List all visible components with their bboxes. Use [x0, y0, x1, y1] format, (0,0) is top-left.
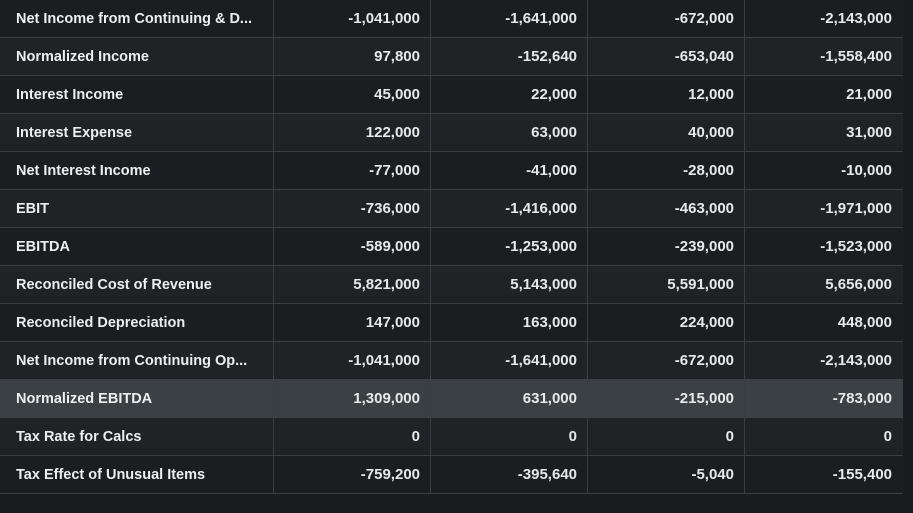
table-cell-value: 147,000 [274, 304, 431, 341]
table-row[interactable]: Interest Income 45,000 22,000 12,000 21,000 [0, 76, 903, 114]
table-cell-value: 163,000 [431, 304, 588, 341]
table-cell-value: -736,000 [274, 190, 431, 227]
table-cell-value: -2,143,000 [820, 10, 892, 27]
table-row[interactable]: Net Income from Continuing Op... -1,041,0… [0, 342, 903, 380]
table-row[interactable]: Tax Effect of Unusual Items -759,200 -395,… [0, 456, 903, 494]
table-cell-value: -672,000 [588, 0, 745, 37]
table-bottom-gap [0, 496, 903, 513]
table-row[interactable]: Interest Expense 122,000 63,000 40,000 31,00… [0, 114, 903, 152]
table-cell-value: -463,000 [588, 190, 745, 227]
table-cell-value: -589,000 [274, 228, 431, 265]
row-label: Tax Rate for Calcs [0, 418, 274, 455]
table-cell-value: -759,200 [274, 456, 431, 493]
table-cell-value: 21,000 [846, 86, 892, 103]
table-cell-value: -239,000 [588, 228, 745, 265]
table-cell-value: 448,000 [837, 314, 892, 331]
table-cell-value: -653,040 [588, 38, 745, 75]
table-cell-value: -1,041,000 [274, 0, 431, 37]
table-cell-value: -28,000 [588, 152, 745, 189]
table-cell-value: 5,821,000 [274, 266, 431, 303]
table-cell-value: -1,558,400 [820, 48, 892, 65]
table-row[interactable]: Net Interest Income -77,000 -41,000 -28,000… [0, 152, 903, 190]
row-label: Net Income from Continuing Op... [0, 342, 274, 379]
row-label: EBITDA [0, 228, 274, 265]
table-cell-value: -5,040 [588, 456, 745, 493]
table-cell-value: 0 [883, 428, 892, 445]
table-row[interactable]: EBITDA -589,000 -1,253,000 -239,000 -1,523,0… [0, 228, 903, 266]
table-cell-value: 5,143,000 [431, 266, 588, 303]
table-cell-value: 45,000 [274, 76, 431, 113]
table-cell-value: 97,800 [274, 38, 431, 75]
table-cell-value: -672,000 [588, 342, 745, 379]
row-label: Net Income from Continuing & D... [0, 0, 274, 37]
table-cell-value: -155,400 [832, 466, 892, 483]
row-label: Tax Effect of Unusual Items [0, 456, 274, 493]
row-label: Normalized Income [0, 38, 274, 75]
table-cell-value: 224,000 [588, 304, 745, 341]
table-cell-value: -2,143,000 [820, 352, 892, 369]
table-cell-value: -41,000 [431, 152, 588, 189]
table-cell-value: 22,000 [431, 76, 588, 113]
table-cell-value: -783,000 [832, 390, 892, 407]
table-row[interactable]: EBIT -736,000 -1,416,000 -463,000 -1,971,000 [0, 190, 903, 228]
row-label: EBIT [0, 190, 274, 227]
table-row[interactable]: Tax Rate for Calcs 0 0 0 0 [0, 418, 903, 456]
table-cell-value: 0 [588, 418, 745, 455]
table-cell-value: 5,656,000 [825, 276, 892, 293]
table-cell-value: -1,641,000 [431, 342, 588, 379]
table-cell-value: 5,591,000 [588, 266, 745, 303]
row-label: Net Interest Income [0, 152, 274, 189]
table-cell-value: 0 [274, 418, 431, 455]
row-label: Reconciled Cost of Revenue [0, 266, 274, 303]
table-cell-value: -395,640 [431, 456, 588, 493]
table-cell-value: -152,640 [431, 38, 588, 75]
table-cell-value: -215,000 [588, 380, 745, 417]
financials-table: Net Income from Continuing & D... -1,041,… [0, 0, 903, 494]
table-cell-value: 40,000 [588, 114, 745, 151]
table-cell-value: 0 [431, 418, 588, 455]
table-cell-value: 63,000 [431, 114, 588, 151]
table-cell-value: -10,000 [841, 162, 892, 179]
table-cell-value: -77,000 [274, 152, 431, 189]
row-label: Interest Income [0, 76, 274, 113]
table-row[interactable]: Net Income from Continuing & D... -1,041,… [0, 0, 903, 38]
table-cell-value: -1,641,000 [431, 0, 588, 37]
scrollbar-gutter[interactable] [903, 0, 913, 513]
row-label: Reconciled Depreciation [0, 304, 274, 341]
table-row[interactable]: Reconciled Depreciation 147,000 163,000 224… [0, 304, 903, 342]
table-row[interactable]: Normalized Income 97,800 -152,640 -653,040 -… [0, 38, 903, 76]
table-cell-value: -1,041,000 [274, 342, 431, 379]
table-cell-value: 31,000 [846, 124, 892, 141]
table-cell-value: -1,253,000 [431, 228, 588, 265]
table-cell-value: -1,971,000 [820, 200, 892, 217]
table-cell-value: 122,000 [274, 114, 431, 151]
table-row[interactable]: Normalized EBITDA 1,309,000 631,000 -215,00… [0, 380, 903, 418]
table-cell-value: 12,000 [588, 76, 745, 113]
table-cell-value: -1,523,000 [820, 238, 892, 255]
row-label: Normalized EBITDA [0, 380, 274, 417]
table-row[interactable]: Reconciled Cost of Revenue 5,821,000 5,143… [0, 266, 903, 304]
table-cell-value: 631,000 [431, 380, 588, 417]
table-cell-value: -1,416,000 [431, 190, 588, 227]
row-label: Interest Expense [0, 114, 274, 151]
table-cell-value: 1,309,000 [274, 380, 431, 417]
